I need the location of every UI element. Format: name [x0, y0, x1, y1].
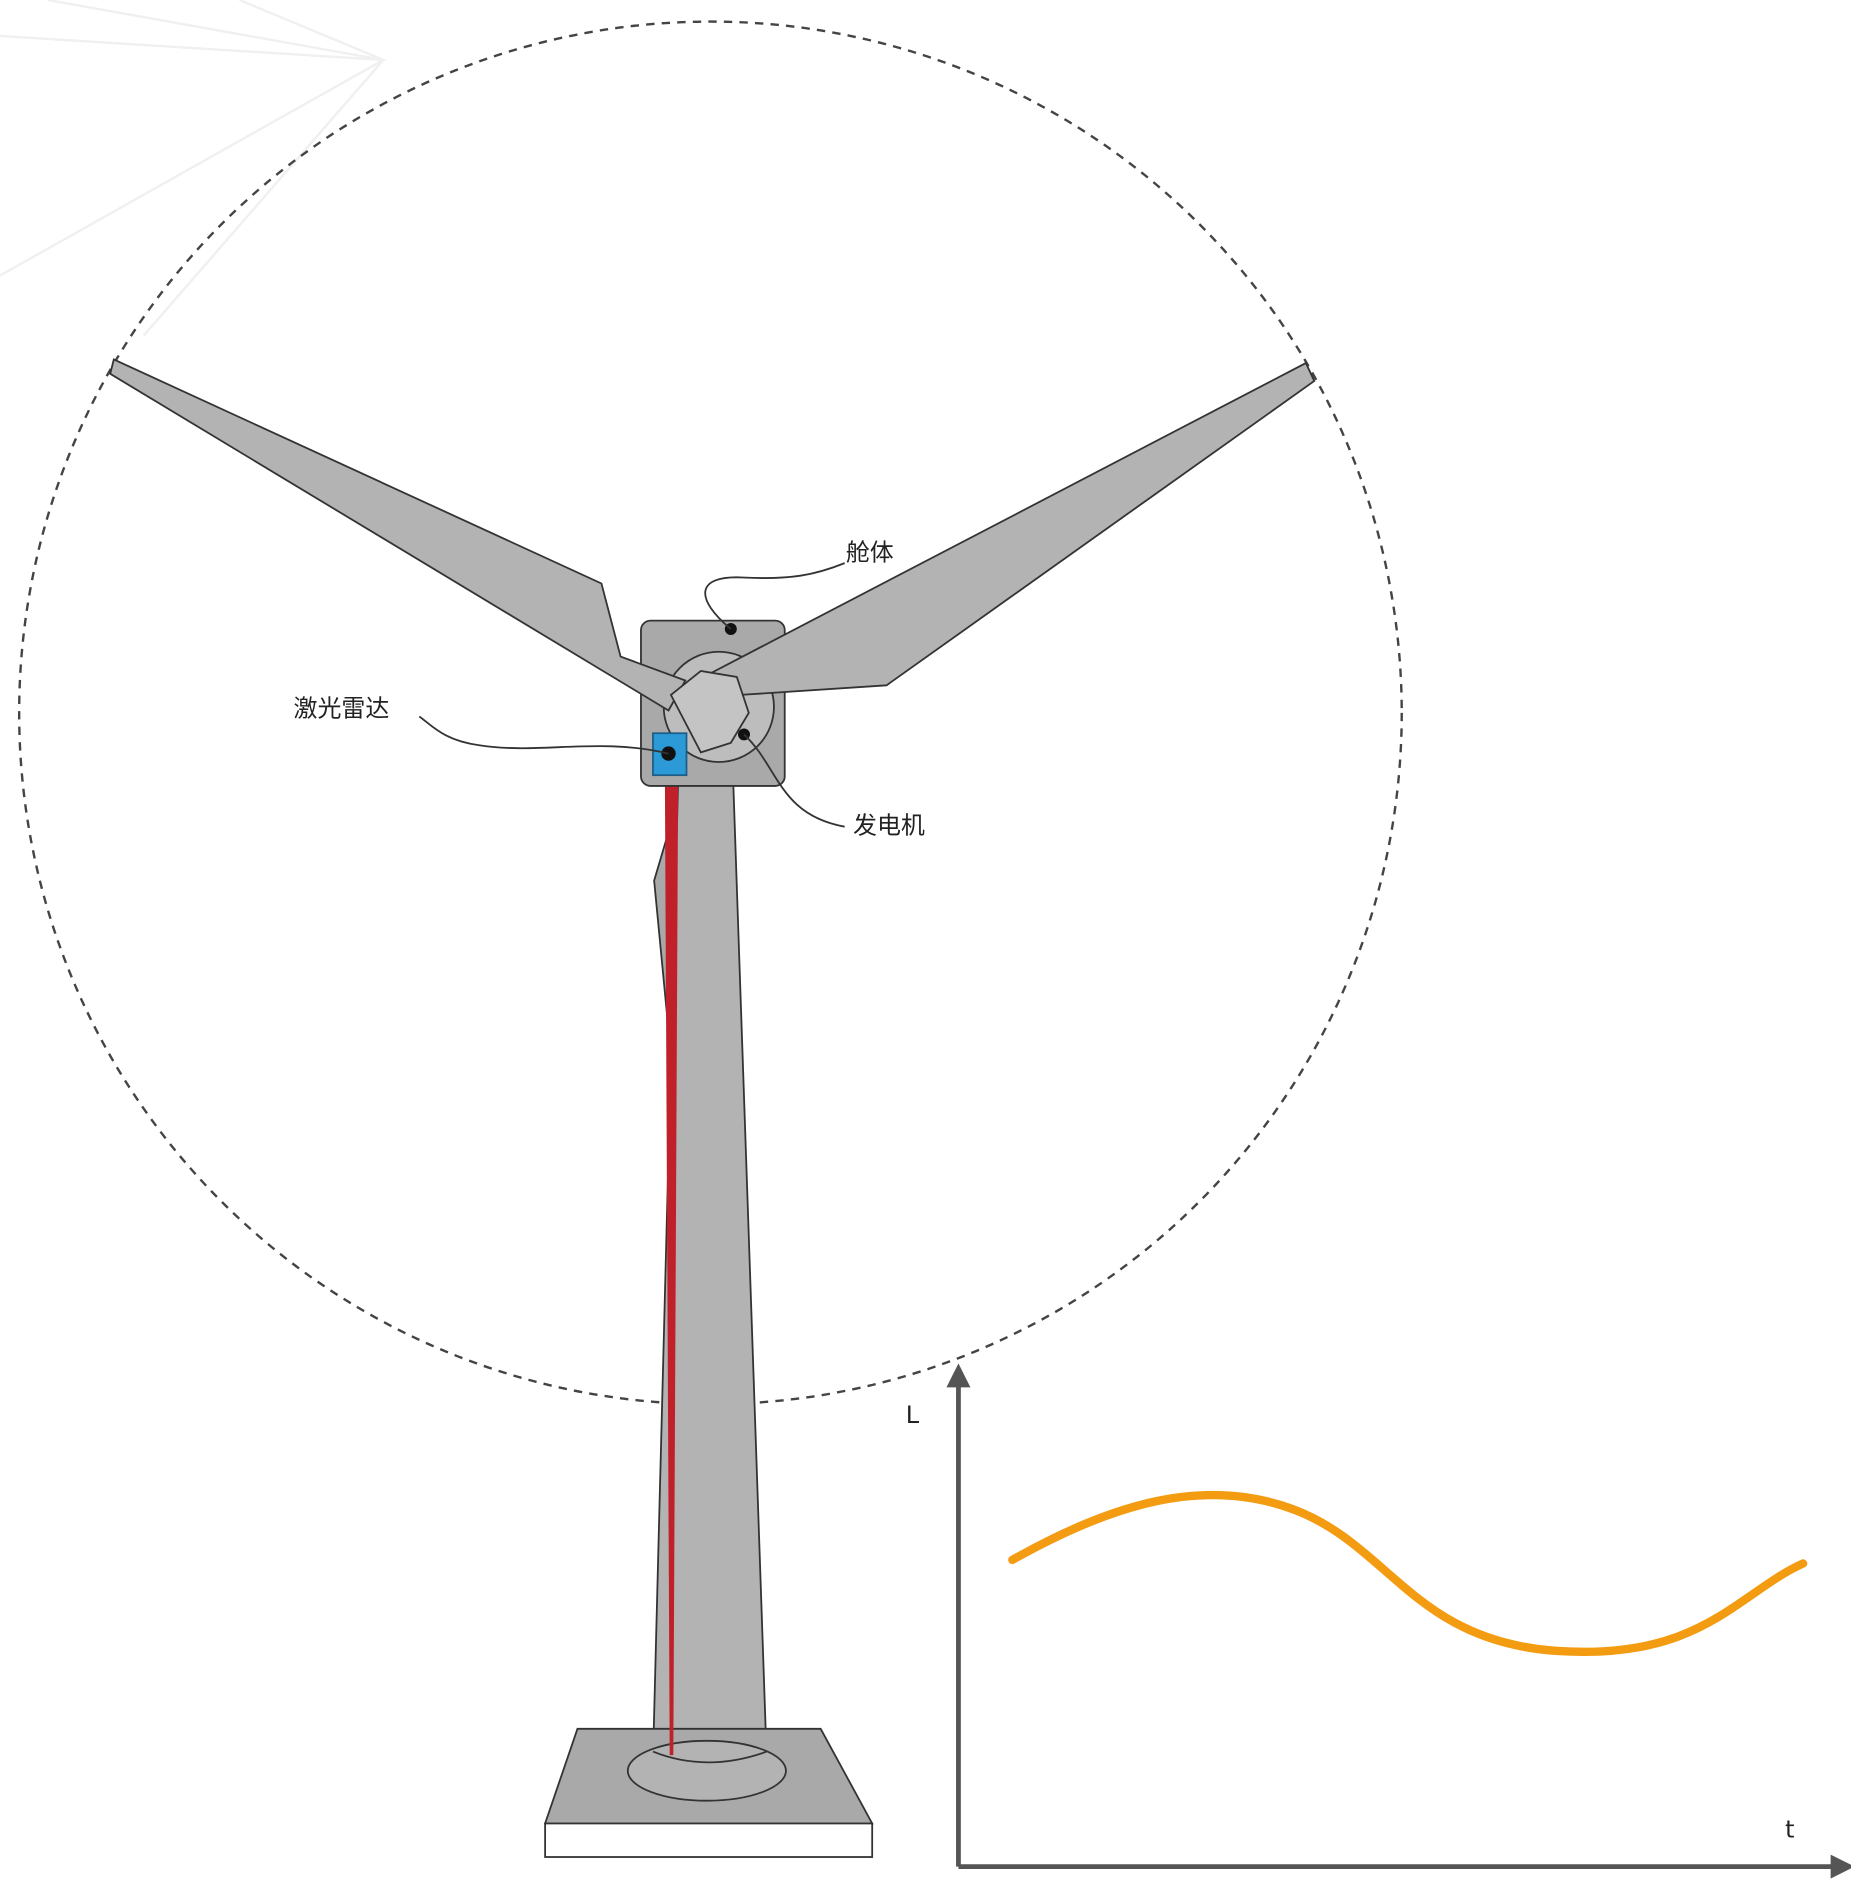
spinner — [669, 669, 750, 754]
label-nacelle: 舱体 — [846, 539, 894, 567]
rotor-circle — [17, 20, 1403, 1406]
leaders — [418, 562, 845, 828]
leader-lidar — [418, 715, 669, 755]
label-generator: 发电机 — [853, 812, 925, 840]
label-lidar: 激光雷达 — [294, 694, 390, 722]
decor-line — [0, 0, 387, 337]
y-axis-label: L — [906, 1401, 920, 1429]
tower-foot-edge — [652, 1750, 768, 1764]
background-lines — [0, 0, 387, 337]
blade-right — [708, 361, 1316, 696]
leader-generator — [743, 733, 845, 828]
tower-foot — [626, 1739, 787, 1802]
x-axis-label: t — [1785, 1816, 1794, 1844]
leader-nacelle — [704, 562, 845, 630]
plinth — [544, 1822, 874, 1858]
blade-left — [109, 358, 687, 712]
laser-beam — [664, 784, 679, 1756]
signal-curve — [1008, 1490, 1808, 1657]
